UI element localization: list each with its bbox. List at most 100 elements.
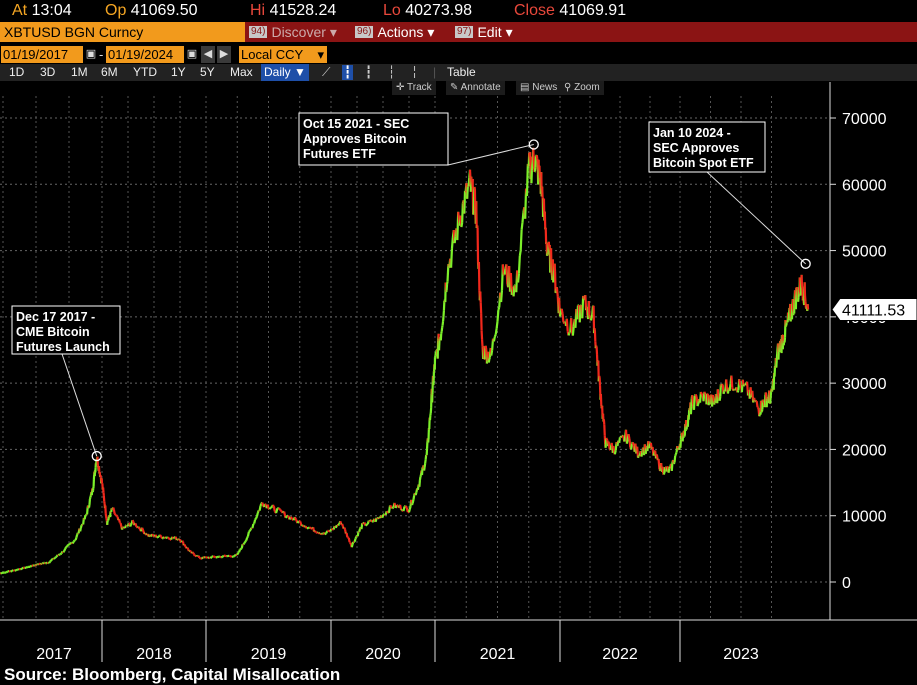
price-segment bbox=[736, 390, 740, 393]
hilo-chart-icon[interactable]: ╎ bbox=[411, 65, 419, 79]
bar-chart-icon[interactable]: ┇ bbox=[365, 65, 373, 79]
price-segment bbox=[129, 524, 133, 527]
last-price-tag bbox=[831, 297, 917, 321]
annotation-text: CME Bitcoin bbox=[16, 325, 90, 339]
price-segment bbox=[207, 556, 210, 560]
price-segment bbox=[517, 255, 521, 274]
price-segment bbox=[692, 395, 696, 410]
price-segment bbox=[259, 503, 263, 507]
annotation-marker bbox=[91, 450, 102, 462]
price-segment bbox=[497, 306, 501, 311]
price-segment bbox=[725, 379, 729, 390]
price-segment bbox=[418, 476, 422, 481]
price-segment bbox=[159, 534, 162, 538]
price-segment bbox=[463, 190, 467, 214]
price-segment bbox=[609, 447, 613, 451]
price-segment bbox=[739, 384, 742, 388]
price-segment bbox=[505, 264, 509, 284]
crosshair-icon: ✛ bbox=[396, 82, 405, 93]
price-segment bbox=[561, 313, 565, 323]
price-segment bbox=[279, 508, 283, 512]
period-ytd[interactable]: YTD bbox=[133, 65, 157, 79]
price-segment bbox=[293, 516, 298, 521]
frequency-select[interactable]: Daily ▼ bbox=[261, 64, 309, 81]
edit-button[interactable]: 97) Edit ▾ bbox=[455, 24, 513, 40]
price-segment bbox=[407, 509, 411, 513]
price-segment bbox=[738, 379, 742, 386]
line-chart-icon[interactable]: ⟋ bbox=[322, 65, 331, 79]
price-segment bbox=[694, 394, 698, 397]
price-segment bbox=[181, 540, 184, 543]
annotation-text: SEC Approves bbox=[653, 141, 739, 155]
price-segment bbox=[64, 546, 68, 550]
price-segment bbox=[72, 539, 76, 543]
ohlc-chart-icon[interactable]: ┆ bbox=[388, 65, 396, 79]
price-segment bbox=[467, 177, 471, 187]
x-tick-label: 2021 bbox=[480, 646, 516, 663]
price-segment bbox=[11, 569, 14, 572]
price-segment bbox=[261, 502, 265, 507]
start-date-field[interactable]: 01/19/2017 bbox=[1, 46, 83, 63]
price-segment bbox=[131, 519, 135, 523]
price-segment bbox=[313, 530, 317, 533]
price-segment bbox=[691, 395, 695, 404]
currency-select[interactable]: Local CCY ▾ bbox=[239, 46, 327, 63]
annotate-button[interactable]: ✎ Annotate bbox=[446, 81, 505, 95]
price-segment bbox=[212, 555, 215, 558]
price-segment bbox=[301, 524, 304, 527]
ticker-input[interactable]: XBTUSD BGN Curncy bbox=[0, 22, 245, 42]
price-segment bbox=[193, 553, 196, 557]
period-6m[interactable]: 6M bbox=[101, 65, 118, 79]
price-segment bbox=[275, 508, 279, 514]
discover-button[interactable]: 94) Discover ▾ bbox=[249, 24, 337, 40]
price-segment bbox=[143, 532, 147, 535]
price-segment bbox=[57, 553, 61, 557]
zoom-button[interactable]: ⚲ Zoom bbox=[560, 81, 604, 95]
price-segment bbox=[353, 538, 357, 542]
price-segment bbox=[496, 309, 500, 322]
period-1y[interactable]: 1Y bbox=[171, 65, 186, 79]
price-segment bbox=[53, 557, 56, 560]
price-segment bbox=[289, 516, 294, 520]
price-segment bbox=[183, 544, 187, 547]
chevron-down-icon: ▾ bbox=[427, 24, 435, 40]
actions-button[interactable]: 96) Actions ▾ bbox=[355, 24, 435, 40]
price-segment bbox=[236, 552, 240, 556]
chevron-right-icon[interactable]: ▶ bbox=[217, 46, 231, 63]
price-segment bbox=[673, 455, 677, 463]
price-segment bbox=[55, 554, 59, 558]
price-segment bbox=[404, 504, 407, 508]
annotation-text: Dec 17 2017 - bbox=[16, 310, 95, 324]
period-1m[interactable]: 1M bbox=[71, 65, 88, 79]
calendar-icon[interactable]: ▣ bbox=[185, 46, 199, 63]
period-5y[interactable]: 5Y bbox=[200, 65, 215, 79]
pencil-icon: ✎ bbox=[450, 82, 459, 93]
chevron-left-icon[interactable]: ◀ bbox=[201, 46, 215, 63]
calendar-icon[interactable]: ▣ bbox=[84, 46, 98, 63]
price-segment bbox=[518, 250, 522, 257]
price-segment bbox=[453, 236, 457, 244]
period-selector: 1D 3D 1M 6M YTD 1Y 5Y Max Daily ▼ ⟋ ┇ ┇ … bbox=[0, 64, 917, 81]
price-segment bbox=[15, 568, 18, 572]
price-segment bbox=[460, 222, 464, 228]
price-segment bbox=[404, 505, 408, 509]
track-button[interactable]: ✛ Track bbox=[392, 81, 436, 95]
period-max[interactable]: Max bbox=[230, 65, 253, 79]
period-1d[interactable]: 1D bbox=[9, 65, 25, 79]
news-button[interactable]: ▤ News bbox=[516, 81, 562, 95]
price-segment bbox=[125, 524, 129, 527]
candle-chart-icon[interactable]: ┇ bbox=[342, 65, 354, 80]
price-segment bbox=[54, 556, 57, 559]
price-segment bbox=[75, 534, 79, 538]
table-button[interactable]: Table bbox=[447, 65, 476, 79]
end-date-field[interactable]: 01/19/2024 bbox=[106, 46, 184, 63]
price-segment bbox=[410, 502, 414, 506]
price-segment bbox=[302, 524, 305, 528]
price-segment bbox=[296, 520, 300, 524]
price-segment bbox=[661, 466, 665, 474]
price-segment bbox=[640, 452, 644, 457]
price-segment bbox=[399, 504, 403, 511]
price-segment bbox=[490, 349, 494, 356]
period-3d[interactable]: 3D bbox=[40, 65, 56, 79]
